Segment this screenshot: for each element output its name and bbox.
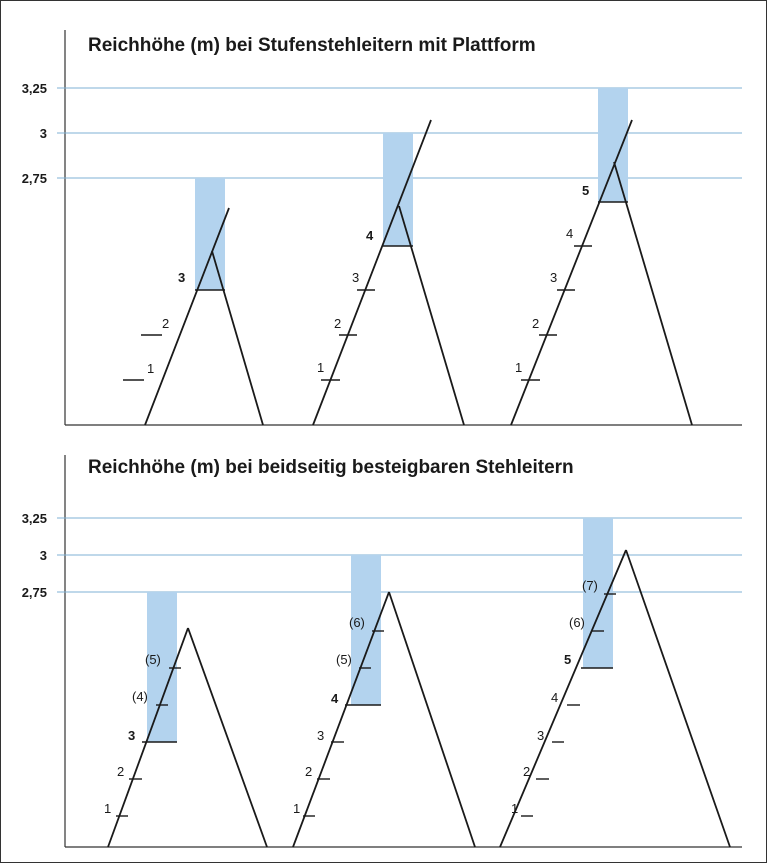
- panel-2-ytick-3: 3: [40, 548, 47, 563]
- ladder-front-leg: [510, 119, 633, 426]
- ladder-left-leg: [292, 591, 390, 848]
- panel-2-ytick-3-25: 3,25: [22, 511, 47, 526]
- reach-bar: [195, 178, 225, 290]
- step-label-2: 2: [334, 316, 341, 331]
- panel-2-title: Reichhöhe (m) bei beidseitig besteigbare…: [88, 457, 574, 478]
- panel-platform-ladders: Reichhöhe (m) bei Stufenstehleitern mit …: [22, 30, 742, 426]
- step-label-1: 1: [515, 360, 522, 375]
- platform-ladder-4-steps: 1 2 3 4: [312, 119, 465, 426]
- reach-bar: [598, 88, 628, 202]
- step-label-2: 2: [162, 316, 169, 331]
- step-label-extra-2: (5): [145, 652, 161, 667]
- step-label-2: 2: [523, 764, 530, 779]
- step-label-top: 4: [331, 691, 339, 706]
- double-ladder-4-steps: 1 2 3 4 (5) (6): [292, 555, 476, 848]
- step-label-extra-1: (5): [336, 652, 352, 667]
- step-label-2: 2: [305, 764, 312, 779]
- ladder-rear-leg: [613, 161, 693, 426]
- step-label-top: 3: [128, 728, 135, 743]
- step-label-top: 5: [564, 652, 571, 667]
- panel-2-ytick-2-75: 2,75: [22, 585, 47, 600]
- step-label-4: 4: [551, 690, 558, 705]
- ladder-right-leg: [625, 549, 731, 848]
- step-label-platform: 4: [366, 228, 374, 243]
- panel-1-ytick-3-25: 3,25: [22, 81, 47, 96]
- panel-double-sided-ladders: Reichhöhe (m) bei beidseitig besteigbare…: [22, 455, 742, 848]
- step-label-1: 1: [317, 360, 324, 375]
- step-label-1: 1: [104, 801, 111, 816]
- step-label-1: 1: [511, 801, 518, 816]
- ladder-left-leg: [499, 549, 627, 848]
- step-label-extra-2: (6): [349, 615, 365, 630]
- step-label-extra-1: (4): [132, 689, 148, 704]
- panel-1-ytick-2-75: 2,75: [22, 171, 47, 186]
- step-label-3: 3: [550, 270, 557, 285]
- reach-bar: [383, 133, 413, 246]
- step-label-2: 2: [117, 764, 124, 779]
- step-label-platform: 5: [582, 183, 589, 198]
- step-label-3: 3: [352, 270, 359, 285]
- step-label-platform: 3: [178, 270, 185, 285]
- step-label-4: 4: [566, 226, 573, 241]
- ladder-left-leg: [107, 627, 189, 848]
- platform-ladder-5-steps: 1 2 3 4 5: [510, 88, 693, 426]
- step-label-extra-2: (7): [582, 578, 598, 593]
- step-label-extra-1: (6): [569, 615, 585, 630]
- step-label-3: 3: [317, 728, 324, 743]
- double-ladder-5-steps: 1 2 3 4 5 (6) (7): [499, 518, 731, 848]
- step-label-3: 3: [537, 728, 544, 743]
- step-label-1: 1: [293, 801, 300, 816]
- ladder-front-leg: [312, 119, 432, 426]
- reach-bar: [147, 592, 177, 742]
- ladder-right-leg: [187, 627, 268, 848]
- ladder-right-leg: [388, 591, 476, 848]
- step-label-1: 1: [147, 361, 154, 376]
- panel-1-title: Reichhöhe (m) bei Stufenstehleitern mit …: [88, 35, 536, 56]
- ladder-front-leg: [144, 207, 230, 426]
- step-label-2: 2: [532, 316, 539, 331]
- panel-1-ytick-3: 3: [40, 126, 47, 141]
- ladder-rear-leg: [398, 205, 465, 426]
- double-ladder-3-steps: 1 2 3 (4) (5): [104, 592, 268, 848]
- ladder-rear-leg: [211, 250, 264, 426]
- platform-ladder-3-steps: 1 2 3: [123, 178, 264, 426]
